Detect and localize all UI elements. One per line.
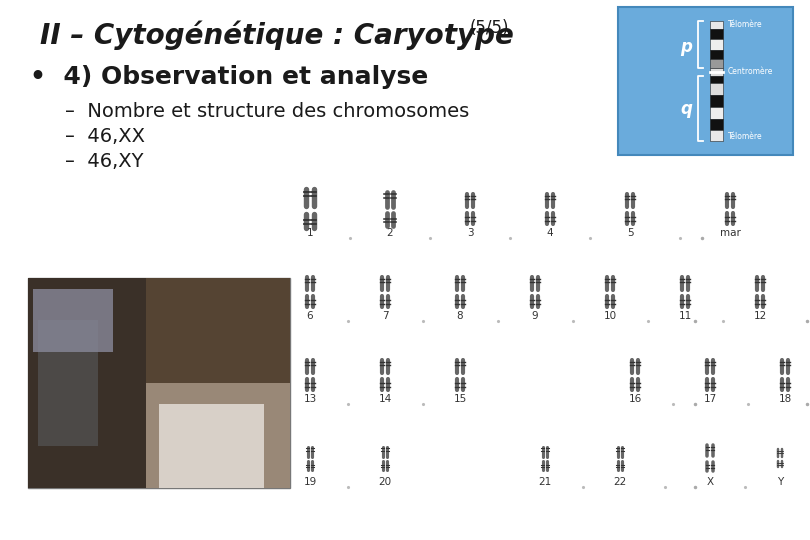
Text: –  46,XX: – 46,XX xyxy=(65,127,145,146)
Text: •  4) Observation et analyse: • 4) Observation et analyse xyxy=(30,65,428,89)
FancyBboxPatch shape xyxy=(146,278,290,488)
Text: p: p xyxy=(680,38,693,56)
Text: Télomère: Télomère xyxy=(727,20,762,29)
Bar xyxy=(710,39,723,50)
Bar xyxy=(710,83,723,96)
Text: 20: 20 xyxy=(378,477,391,487)
Text: Télomère: Télomère xyxy=(727,132,762,141)
Text: 2: 2 xyxy=(386,228,394,238)
Text: 19: 19 xyxy=(304,477,317,487)
Text: 18: 18 xyxy=(778,394,791,404)
Text: Centromère: Centromère xyxy=(727,68,773,77)
Text: q: q xyxy=(680,99,693,118)
Text: 22: 22 xyxy=(613,477,627,487)
Bar xyxy=(710,50,723,59)
Text: 13: 13 xyxy=(304,394,317,404)
Text: Y: Y xyxy=(777,477,783,487)
Text: 7: 7 xyxy=(382,311,388,321)
Text: –  46,XY: – 46,XY xyxy=(65,152,143,171)
FancyBboxPatch shape xyxy=(28,278,290,488)
Text: 5: 5 xyxy=(627,228,633,238)
Bar xyxy=(710,68,723,76)
Text: 11: 11 xyxy=(679,311,692,321)
Text: 6: 6 xyxy=(307,311,313,321)
FancyBboxPatch shape xyxy=(159,404,264,488)
Bar xyxy=(710,59,723,68)
Text: –  Nombre et structure des chromosomes: – Nombre et structure des chromosomes xyxy=(65,102,469,121)
Text: II – Cytogénétique : Caryotype: II – Cytogénétique : Caryotype xyxy=(40,20,514,50)
Text: 12: 12 xyxy=(753,311,766,321)
Bar xyxy=(710,130,723,141)
Text: 21: 21 xyxy=(539,477,552,487)
Text: 4: 4 xyxy=(547,228,553,238)
FancyBboxPatch shape xyxy=(146,278,290,383)
Text: 16: 16 xyxy=(629,394,642,404)
Text: 1: 1 xyxy=(307,228,313,238)
Bar xyxy=(710,96,723,107)
Text: 8: 8 xyxy=(457,311,463,321)
Text: 3: 3 xyxy=(467,228,473,238)
FancyBboxPatch shape xyxy=(33,288,113,352)
Bar xyxy=(710,76,723,83)
Text: 9: 9 xyxy=(531,311,539,321)
Text: 14: 14 xyxy=(378,394,391,404)
FancyBboxPatch shape xyxy=(38,320,98,446)
Text: X: X xyxy=(706,477,714,487)
Bar xyxy=(710,21,723,29)
Text: mar: mar xyxy=(719,228,740,238)
Bar xyxy=(710,107,723,119)
Text: 15: 15 xyxy=(454,394,467,404)
Bar xyxy=(710,119,723,130)
Bar xyxy=(710,29,723,39)
Text: 17: 17 xyxy=(703,394,717,404)
FancyBboxPatch shape xyxy=(618,7,793,155)
FancyBboxPatch shape xyxy=(28,278,146,488)
Text: (5/5): (5/5) xyxy=(470,19,509,37)
Text: 10: 10 xyxy=(603,311,616,321)
